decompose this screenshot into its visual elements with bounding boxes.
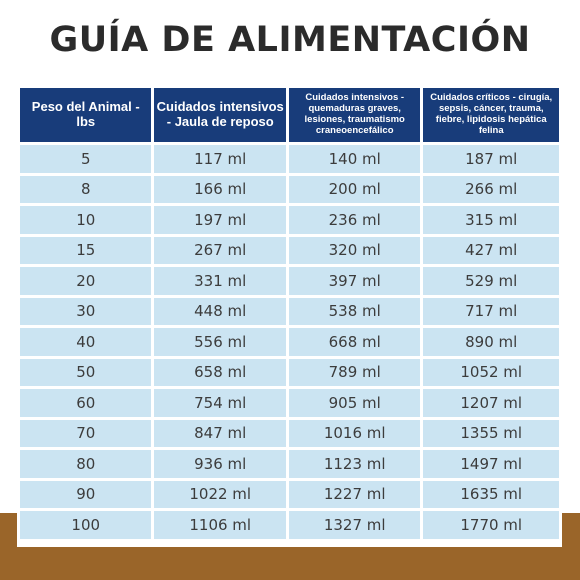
table-row: 70 847 ml 1016 ml 1355 ml [20, 419, 559, 447]
table-row: 90 1022 ml 1227 ml 1635 ml [20, 480, 559, 508]
intensive-burns-cell: 1123 ml [288, 450, 421, 478]
header-critical-care: Cuidados críticos - cirugía, sepsis, cán… [423, 88, 559, 142]
intensive-rest-cell: 448 ml [154, 297, 286, 325]
table-row: 8 166 ml 200 ml 266 ml [20, 175, 559, 203]
weight-cell: 20 [20, 267, 152, 295]
intensive-burns-cell: 789 ml [288, 358, 421, 386]
intensive-burns-cell: 905 ml [288, 389, 421, 417]
table-row: 30 448 ml 538 ml 717 ml [20, 297, 559, 325]
critical-care-cell: 1207 ml [423, 389, 559, 417]
intensive-rest-cell: 1022 ml [154, 480, 286, 508]
intensive-burns-cell: 538 ml [288, 297, 421, 325]
table-row: 80 936 ml 1123 ml 1497 ml [20, 450, 559, 478]
intensive-burns-cell: 1327 ml [288, 511, 421, 539]
weight-cell: 15 [20, 236, 152, 264]
intensive-burns-cell: 1016 ml [288, 419, 421, 447]
critical-care-cell: 1355 ml [423, 419, 559, 447]
table-row: 15 267 ml 320 ml 427 ml [20, 236, 559, 264]
weight-cell: 30 [20, 297, 152, 325]
table-row: 60 754 ml 905 ml 1207 ml [20, 389, 559, 417]
table-row: 10 197 ml 236 ml 315 ml [20, 206, 559, 234]
table-row: 5 117 ml 140 ml 187 ml [20, 145, 559, 173]
intensive-rest-cell: 847 ml [154, 419, 286, 447]
weight-cell: 50 [20, 358, 152, 386]
intensive-rest-cell: 166 ml [154, 175, 286, 203]
feeding-guide-table-container: Peso del Animal - lbs Cuidados intensivo… [17, 85, 562, 547]
critical-care-cell: 427 ml [423, 236, 559, 264]
header-intensive-rest: Cuidados intensivos - Jaula de reposo [154, 88, 286, 142]
intensive-rest-cell: 117 ml [154, 145, 286, 173]
critical-care-cell: 315 ml [423, 206, 559, 234]
critical-care-cell: 890 ml [423, 328, 559, 356]
intensive-rest-cell: 556 ml [154, 328, 286, 356]
weight-cell: 8 [20, 175, 152, 203]
intensive-burns-cell: 1227 ml [288, 480, 421, 508]
intensive-rest-cell: 1106 ml [154, 511, 286, 539]
table-body: 5 117 ml 140 ml 187 ml 8 166 ml 200 ml 266 ml 10… [20, 145, 559, 539]
weight-cell: 10 [20, 206, 152, 234]
table-row: 100 1106 ml 1327 ml 1770 ml [20, 511, 559, 539]
weight-cell: 60 [20, 389, 152, 417]
feeding-guide-table: Peso del Animal - lbs Cuidados intensivo… [17, 85, 562, 542]
critical-care-cell: 1635 ml [423, 480, 559, 508]
page-title: GUÍA DE ALIMENTACIÓN [49, 20, 531, 60]
weight-cell: 90 [20, 480, 152, 508]
intensive-rest-cell: 267 ml [154, 236, 286, 264]
intensive-burns-cell: 397 ml [288, 267, 421, 295]
header-weight: Peso del Animal - lbs [20, 88, 152, 142]
weight-cell: 100 [20, 511, 152, 539]
header-intensive-burns: Cuidados intensivos - quemaduras graves,… [288, 88, 421, 142]
intensive-rest-cell: 658 ml [154, 358, 286, 386]
intensive-rest-cell: 197 ml [154, 206, 286, 234]
weight-cell: 80 [20, 450, 152, 478]
intensive-burns-cell: 668 ml [288, 328, 421, 356]
critical-care-cell: 1770 ml [423, 511, 559, 539]
critical-care-cell: 187 ml [423, 145, 559, 173]
intensive-burns-cell: 200 ml [288, 175, 421, 203]
intensive-burns-cell: 320 ml [288, 236, 421, 264]
critical-care-cell: 717 ml [423, 297, 559, 325]
intensive-burns-cell: 140 ml [288, 145, 421, 173]
critical-care-cell: 529 ml [423, 267, 559, 295]
weight-cell: 40 [20, 328, 152, 356]
table-row: 50 658 ml 789 ml 1052 ml [20, 358, 559, 386]
critical-care-cell: 1052 ml [423, 358, 559, 386]
weight-cell: 70 [20, 419, 152, 447]
intensive-rest-cell: 754 ml [154, 389, 286, 417]
table-header-row: Peso del Animal - lbs Cuidados intensivo… [20, 88, 559, 142]
intensive-rest-cell: 331 ml [154, 267, 286, 295]
table-row: 20 331 ml 397 ml 529 ml [20, 267, 559, 295]
intensive-burns-cell: 236 ml [288, 206, 421, 234]
weight-cell: 5 [20, 145, 152, 173]
critical-care-cell: 266 ml [423, 175, 559, 203]
table-row: 40 556 ml 668 ml 890 ml [20, 328, 559, 356]
critical-care-cell: 1497 ml [423, 450, 559, 478]
intensive-rest-cell: 936 ml [154, 450, 286, 478]
